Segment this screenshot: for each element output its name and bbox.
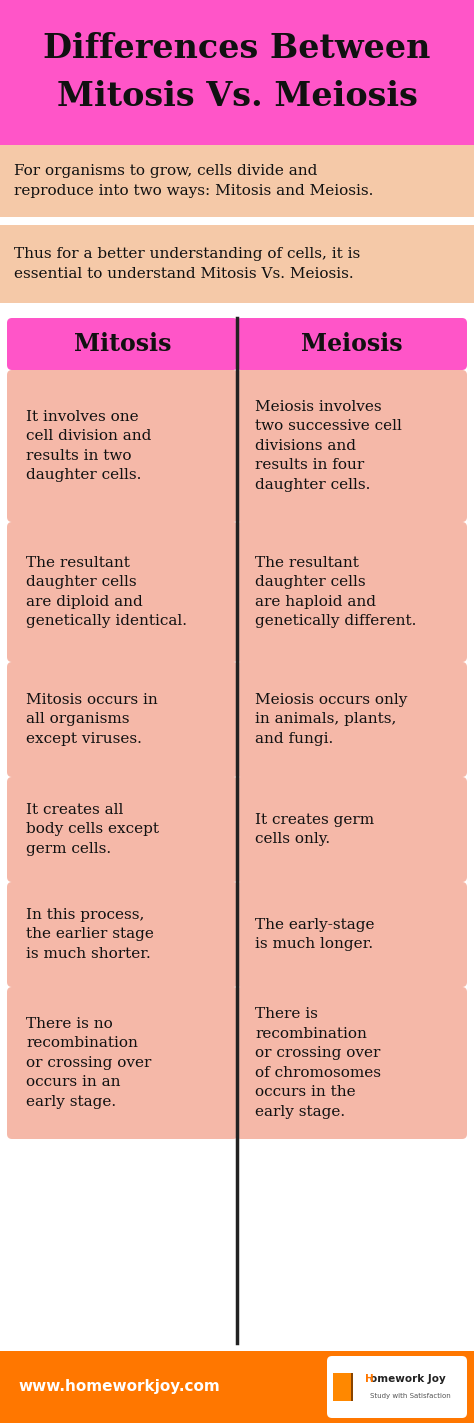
Text: omework Joy: omework Joy — [370, 1375, 446, 1385]
FancyArrow shape — [333, 1373, 351, 1402]
Text: Mitosis occurs in
all organisms
except viruses.: Mitosis occurs in all organisms except v… — [26, 693, 158, 746]
FancyBboxPatch shape — [7, 882, 238, 988]
FancyBboxPatch shape — [236, 662, 467, 777]
Text: Meiosis: Meiosis — [301, 332, 402, 356]
Text: It involves one
cell division and
results in two
daughter cells.: It involves one cell division and result… — [26, 410, 151, 482]
FancyBboxPatch shape — [236, 882, 467, 988]
Bar — [0, 145, 474, 216]
Text: In this process,
the earlier stage
is much shorter.: In this process, the earlier stage is mu… — [26, 908, 154, 961]
FancyBboxPatch shape — [236, 988, 467, 1138]
Text: There is no
recombination
or crossing over
occurs in an
early stage.: There is no recombination or crossing ov… — [26, 1017, 151, 1109]
FancyBboxPatch shape — [7, 988, 238, 1138]
Text: There is
recombination
or crossing over
of chromosomes
occurs in the
early stage: There is recombination or crossing over … — [255, 1007, 381, 1118]
Text: The resultant
daughter cells
are diploid and
genetically identical.: The resultant daughter cells are diploid… — [26, 556, 187, 628]
FancyBboxPatch shape — [7, 317, 238, 370]
FancyArrow shape — [351, 1373, 353, 1402]
Bar — [0, 0, 474, 145]
FancyBboxPatch shape — [236, 777, 467, 882]
Text: Meiosis involves
two successive cell
divisions and
results in four
daughter cell: Meiosis involves two successive cell div… — [255, 400, 402, 492]
FancyBboxPatch shape — [236, 522, 467, 662]
FancyBboxPatch shape — [7, 662, 238, 777]
Text: Differences Between
Mitosis Vs. Meiosis: Differences Between Mitosis Vs. Meiosis — [43, 31, 431, 114]
FancyBboxPatch shape — [236, 317, 467, 370]
FancyBboxPatch shape — [236, 370, 467, 522]
Text: For organisms to grow, cells divide and
reproduce into two ways: Mitosis and Mei: For organisms to grow, cells divide and … — [14, 164, 374, 198]
Text: Meiosis occurs only
in animals, plants,
and fungi.: Meiosis occurs only in animals, plants, … — [255, 693, 407, 746]
Text: It creates all
body cells except
germ cells.: It creates all body cells except germ ce… — [26, 803, 159, 857]
FancyBboxPatch shape — [7, 522, 238, 662]
Bar — [0, 1350, 474, 1423]
FancyBboxPatch shape — [327, 1356, 467, 1417]
Text: H: H — [365, 1375, 374, 1385]
Text: The early-stage
is much longer.: The early-stage is much longer. — [255, 918, 374, 951]
Text: The resultant
daughter cells
are haploid and
genetically different.: The resultant daughter cells are haploid… — [255, 556, 416, 628]
Text: Study with Satisfaction: Study with Satisfaction — [370, 1393, 451, 1399]
Text: www.homeworkjoy.com: www.homeworkjoy.com — [18, 1379, 220, 1395]
FancyBboxPatch shape — [7, 777, 238, 882]
FancyBboxPatch shape — [7, 370, 238, 522]
Text: Mitosis: Mitosis — [74, 332, 171, 356]
Text: It creates germ
cells only.: It creates germ cells only. — [255, 813, 374, 847]
Bar — [0, 225, 474, 303]
Text: Thus for a better understanding of cells, it is
essential to understand Mitosis : Thus for a better understanding of cells… — [14, 248, 360, 280]
